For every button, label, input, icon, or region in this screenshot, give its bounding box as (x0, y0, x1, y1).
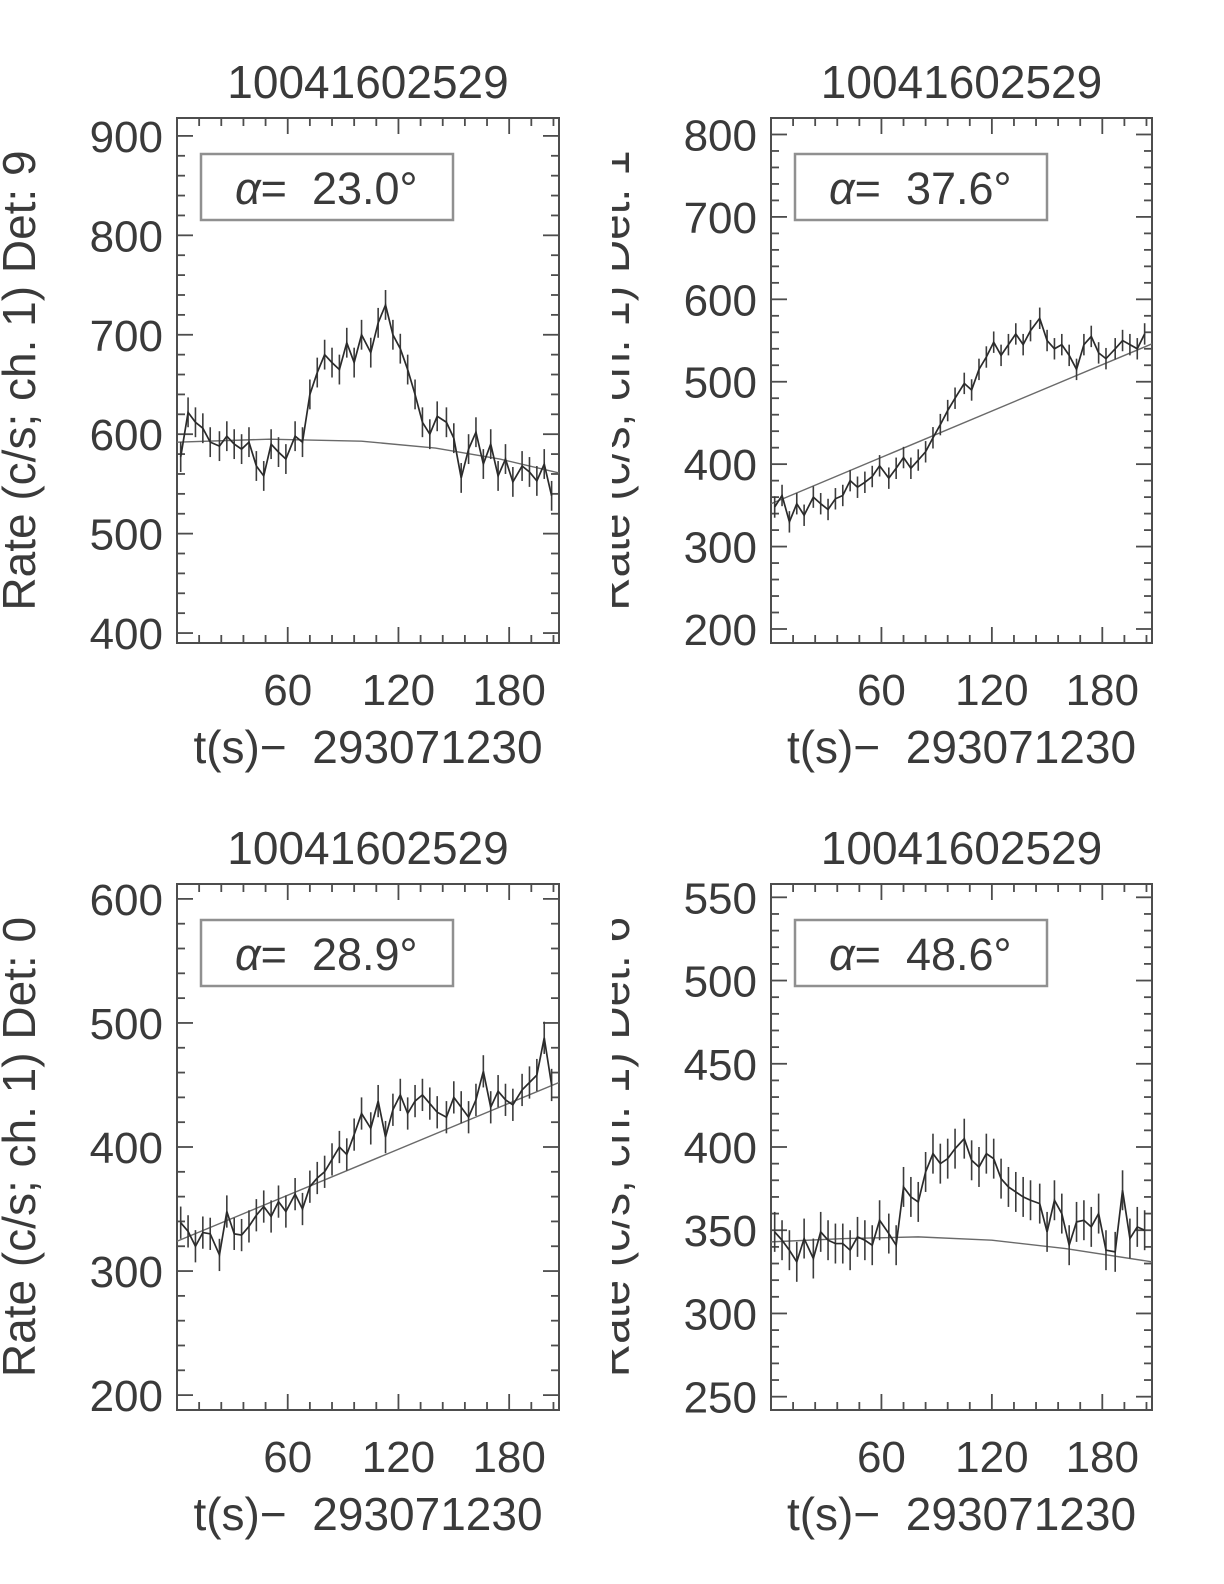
chart-title: 10041602529 (227, 822, 508, 874)
axis-ticks (771, 118, 1152, 643)
x-tick-label: 180 (472, 666, 545, 715)
y-tick-label: 500 (90, 1000, 163, 1049)
x-tick-label: 120 (955, 1433, 1028, 1482)
y-tick-label: 450 (684, 1041, 757, 1090)
y-tick-label: 900 (90, 113, 163, 162)
x-tick-label: 60 (857, 666, 906, 715)
y-tick-label: 600 (90, 411, 163, 460)
axis-tick-labels: 60 120 180 200 300 400 500 600 (90, 876, 546, 1482)
axis-ticks (771, 884, 1152, 1410)
y-tick-label: 500 (90, 511, 163, 560)
alpha-annotation-text: α= 48.6° (829, 929, 1012, 980)
axis-tick-labels: 60 120 180 200 300 400 500 600 700 800 (684, 111, 1139, 715)
y-tick-label: 500 (684, 359, 757, 408)
x-tick-label: 60 (263, 666, 312, 715)
alpha-annotation-box (793, 918, 1049, 988)
error-bars (179, 290, 553, 511)
chart-title: 10041602529 (821, 822, 1102, 874)
alpha-annotation-text: α= 23.0° (235, 163, 418, 214)
y-tick-label: 300 (684, 1290, 757, 1339)
x-tick-label: 180 (1066, 1433, 1139, 1482)
alpha-annotation-box (199, 152, 455, 222)
error-bars (179, 1021, 553, 1272)
y-tick-label: 250 (684, 1374, 757, 1423)
plot-frame (176, 117, 560, 644)
x-tick-label: 180 (472, 1433, 545, 1482)
y-tick-label: 700 (684, 194, 757, 243)
alpha-annotation-text: α= 37.6° (829, 163, 1012, 214)
panel-top-left: 60 120 180 400 500 600 700 800 900 10041602529 t(s… (0, 0, 612, 792)
x-axis-label: t(s)− 293071230 (787, 721, 1136, 773)
axis-ticks (177, 884, 559, 1410)
y-tick-label: 300 (684, 524, 757, 573)
lightcurve-chart-det6: 60 120 180 250 300 350 400 450 500 550 10041602529… (612, 822, 1153, 1540)
axis-tick-labels: 60 120 180 400 500 600 700 800 900 (90, 113, 546, 715)
y-tick-label: 350 (684, 1207, 757, 1256)
panel-bottom-right: 60 120 180 250 300 350 400 450 500 550 10041602529… (612, 792, 1224, 1584)
x-tick-label: 120 (955, 666, 1028, 715)
y-tick-label: 600 (684, 276, 757, 325)
background-model-line (770, 343, 1153, 505)
y-tick-label: 200 (684, 606, 757, 655)
x-tick-label: 60 (263, 1433, 312, 1482)
chart-title: 10041602529 (821, 56, 1102, 108)
lightcurve-chart-det1: 60 120 180 200 300 400 500 600 700 800 10041602529… (612, 56, 1153, 773)
data-series-line (773, 316, 1146, 525)
y-tick-label: 500 (684, 958, 757, 1007)
alpha-annotation-box (199, 918, 455, 988)
y-tick-label: 400 (684, 441, 757, 490)
y-axis-label: Rate (c/s; ch. 1) Det: 0 (0, 917, 45, 1377)
chart-title: 10041602529 (227, 56, 508, 108)
y-tick-label: 400 (90, 610, 163, 659)
background-model-line (770, 1236, 1153, 1263)
background-model-line (176, 1081, 560, 1242)
y-axis-label: Rate (c/s; ch. 1) Det: 9 (0, 150, 45, 610)
alpha-annotation-text: α= 28.9° (235, 929, 418, 980)
x-tick-label: 120 (362, 1433, 435, 1482)
y-axis-label: Rate (c/s; ch. 1) Det: 6 (612, 917, 639, 1377)
y-tick-label: 800 (90, 212, 163, 261)
data-series-line (774, 1137, 1145, 1264)
x-tick-label: 180 (1066, 666, 1139, 715)
y-tick-label: 800 (684, 111, 757, 160)
data-series-line (180, 1037, 553, 1258)
x-tick-label: 120 (362, 666, 435, 715)
y-tick-label: 300 (90, 1248, 163, 1297)
axis-ticks (177, 118, 559, 643)
x-axis-label: t(s)− 293071230 (787, 1488, 1136, 1540)
plot-frame (770, 117, 1153, 644)
lightcurve-chart-det0: 60 120 180 200 300 400 500 600 10041602529 t(s)− … (0, 822, 560, 1540)
x-tick-label: 60 (857, 1433, 906, 1482)
lightcurve-chart-det9: 60 120 180 400 500 600 700 800 900 10041602529 t(s… (0, 56, 560, 773)
panel-bottom-left: 60 120 180 200 300 400 500 600 10041602529 t(s)− … (0, 792, 612, 1584)
y-tick-label: 400 (90, 1124, 163, 1173)
panel-top-right: 60 120 180 200 300 400 500 600 700 800 10041602529… (612, 0, 1224, 792)
y-tick-label: 550 (684, 874, 757, 923)
y-axis-label: Rate (c/s; ch. 1) Det: 1 (612, 150, 639, 610)
x-axis-label: t(s)− 293071230 (193, 1488, 542, 1540)
background-model-line (176, 438, 560, 474)
error-bars (773, 307, 1146, 533)
alpha-annotation-box (793, 152, 1049, 222)
y-tick-label: 400 (684, 1124, 757, 1173)
x-axis-label: t(s)− 293071230 (193, 721, 542, 773)
axis-tick-labels: 60 120 180 250 300 350 400 450 500 550 (684, 874, 1139, 1482)
data-series-line (179, 302, 553, 497)
y-tick-label: 600 (90, 876, 163, 925)
y-tick-label: 700 (90, 312, 163, 361)
y-tick-label: 200 (90, 1372, 163, 1421)
